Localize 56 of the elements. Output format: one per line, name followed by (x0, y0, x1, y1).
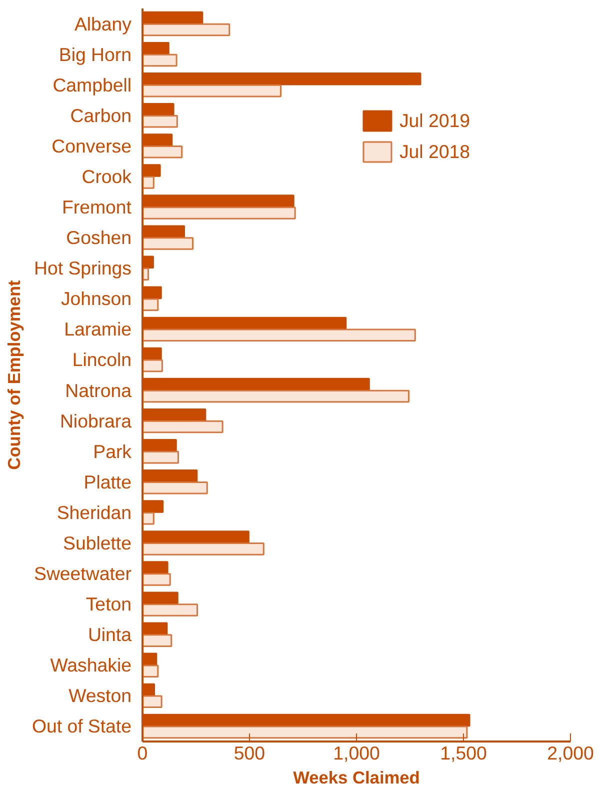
bar (142, 420, 224, 434)
x-tick-label: 2,000 (547, 742, 594, 764)
bar (142, 206, 296, 220)
bar (142, 512, 154, 525)
y-tick-label: Campbell (52, 74, 132, 96)
y-tick-label: Uinta (88, 624, 132, 646)
bar (142, 695, 162, 708)
bar (142, 481, 208, 494)
y-tick-label: Natrona (65, 380, 132, 401)
y-tick-label: Weston (68, 685, 132, 706)
bar (142, 604, 198, 616)
x-tick-label: 500 (234, 742, 266, 764)
y-tick-label: Park (93, 440, 132, 462)
x-axis-title: Weeks Claimed (293, 768, 420, 788)
y-axis-title: County of Employment (4, 280, 24, 470)
y-tick-label: Big Horn (58, 44, 132, 65)
y-tick-label: Sweetwater (34, 563, 132, 584)
bar (142, 573, 171, 586)
bar (142, 390, 410, 403)
y-tick-label: Albany (74, 13, 132, 34)
x-tick-label: 0 (137, 742, 148, 764)
y-tick-label: Washakie (50, 654, 132, 676)
bar (142, 114, 178, 128)
bar (142, 84, 282, 98)
y-tick-label: Niobrara (60, 410, 132, 432)
bar (142, 634, 172, 647)
y-tick-label: Johnson (60, 288, 132, 310)
y-tick-label: Crook (82, 166, 132, 187)
y-tick-label: Platte (84, 471, 132, 492)
y-tick-label: Lincoln (72, 349, 132, 370)
y-tick-label: Hot Springs (34, 258, 132, 279)
x-tick-label: 1,500 (440, 742, 487, 764)
y-tick-label: Teton (86, 594, 132, 615)
y-tick-label: Converse (52, 135, 132, 156)
bar (142, 145, 183, 158)
bar (142, 359, 163, 372)
bar (142, 237, 194, 250)
y-tick-label: Carbon (70, 104, 132, 126)
y-tick-label: Fremont (62, 196, 132, 218)
bar (142, 23, 230, 36)
bar (142, 176, 154, 189)
y-tick-label: Laramie (64, 318, 132, 340)
bar (142, 726, 468, 739)
bar (142, 664, 159, 678)
legend-label: Jul 2019 (399, 110, 470, 132)
bar (142, 54, 178, 67)
legend-label: Jul 2018 (399, 140, 470, 162)
bar (142, 328, 416, 342)
x-tick-label: 1,000 (333, 742, 380, 764)
bar (142, 298, 159, 312)
y-tick-label: Goshen (66, 227, 132, 248)
y-tick-label: Out of State (32, 716, 132, 737)
y-tick-label: Sublette (63, 532, 132, 554)
bar (142, 542, 264, 556)
y-tick-label: Sheridan (56, 502, 132, 523)
bar (142, 450, 179, 464)
